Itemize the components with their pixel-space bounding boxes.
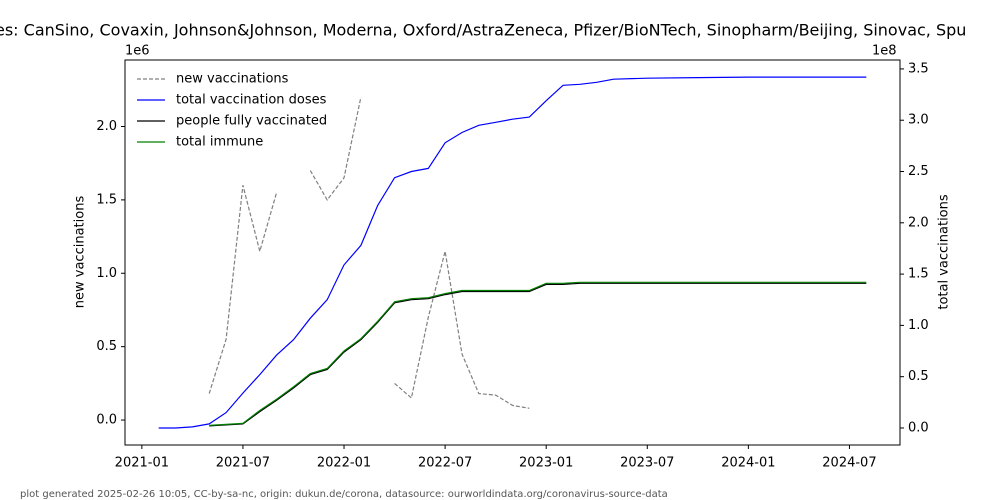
y-tick-label: 0.5 xyxy=(96,339,117,354)
y2-tick-label: 3.0 xyxy=(908,113,929,128)
series-line xyxy=(209,282,867,427)
legend-label: total immune xyxy=(176,135,263,150)
y-axis-label: new vaccinations xyxy=(73,196,88,309)
y2-tick-label: 1.0 xyxy=(908,318,929,333)
x-tick-label: 2023-07 xyxy=(620,456,674,471)
footer: plot generated 2025-02-26 10:05, CC-by-s… xyxy=(20,489,668,500)
legend-label: total vaccination doses xyxy=(176,93,327,108)
y-tick-label: 2.0 xyxy=(96,119,117,134)
x-tick-label: 2023-01 xyxy=(519,456,573,471)
x-tick-label: 2021-01 xyxy=(115,456,169,471)
y2-offset-label: 1e8 xyxy=(872,44,897,59)
x-tick-label: 2024-07 xyxy=(822,456,876,471)
y-tick-label: 1.0 xyxy=(96,266,117,281)
y-offset-label: 1e6 xyxy=(125,44,150,59)
chart-title: es: CanSino, Covaxin, Johnson&Johnson, M… xyxy=(0,21,966,40)
y2-tick-label: 3.5 xyxy=(908,61,929,76)
x-tick-label: 2024-01 xyxy=(721,456,775,471)
legend-label: people fully vaccinated xyxy=(176,114,327,129)
legend-label: new vaccinations xyxy=(176,72,289,87)
y2-axis-label: total vaccinations xyxy=(937,194,952,310)
series-line xyxy=(208,96,530,409)
y2-tick-label: 2.5 xyxy=(908,164,929,179)
plot-frame xyxy=(124,59,901,446)
x-tick-label: 2022-01 xyxy=(317,456,371,471)
series-line xyxy=(158,76,867,429)
y-tick-label: 1.5 xyxy=(96,192,117,207)
y2-tick-label: 0.0 xyxy=(908,420,929,435)
y-tick-label: 0.0 xyxy=(96,413,117,428)
x-tick-label: 2022-07 xyxy=(418,456,472,471)
x-tick-label: 2021-07 xyxy=(216,456,270,471)
y2-tick-label: 2.0 xyxy=(908,215,929,230)
series-line xyxy=(209,281,867,426)
y2-tick-label: 1.5 xyxy=(908,267,929,282)
y2-tick-label: 0.5 xyxy=(908,369,929,384)
